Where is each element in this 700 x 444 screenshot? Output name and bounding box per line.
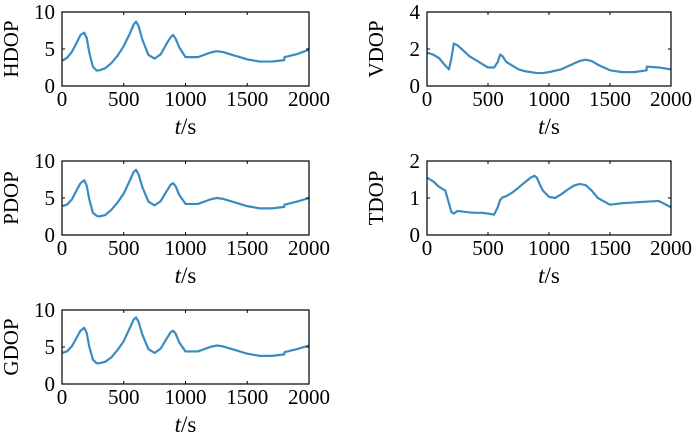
vdop-y-axis-title: VDOP bbox=[364, 20, 388, 77]
tdop-xtick-label: 2000 bbox=[650, 236, 692, 260]
tdop-ytick-label: 1 bbox=[410, 186, 421, 210]
pdop-xtick-label: 1000 bbox=[165, 236, 207, 260]
hdop-x-axis-unit: /s bbox=[181, 114, 196, 139]
tdop-x-axis-variable: t bbox=[538, 263, 545, 288]
hdop-xtick-label: 0 bbox=[57, 87, 68, 111]
gdop-ytick-label: 10 bbox=[34, 298, 55, 322]
pdop-y-axis-title: PDOP bbox=[0, 171, 23, 225]
gdop-axes-box bbox=[61, 309, 310, 385]
hdop-xtick-label: 1000 bbox=[165, 87, 207, 111]
vdop-xtick-label: 500 bbox=[472, 87, 504, 111]
pdop-x-axis-unit: /s bbox=[181, 263, 196, 288]
vdop-axes-box bbox=[426, 11, 672, 87]
gdop-xtick-label: 1000 bbox=[165, 385, 207, 409]
pdop-xtick-label: 2000 bbox=[288, 236, 330, 260]
gdop-x-axis-variable: t bbox=[175, 412, 182, 437]
vdop-ytick-label: 2 bbox=[410, 37, 421, 61]
tdop-x-axis-unit: /s bbox=[545, 263, 560, 288]
gdop-ytick-label: 0 bbox=[45, 372, 56, 396]
vdop-xtick-label: 0 bbox=[422, 87, 433, 111]
hdop-x-axis-variable: t bbox=[175, 114, 182, 139]
hdop-axes-box bbox=[61, 11, 310, 87]
vdop-chart: 0 500 1000 1500 2000 0 2 4 VDOP t/s bbox=[364, 0, 692, 139]
tdop-xtick-label: 1000 bbox=[528, 236, 570, 260]
vdop-series-line bbox=[427, 42, 671, 75]
tdop-x-axis-title: t/s bbox=[538, 263, 560, 288]
hdop-ytick-label: 10 bbox=[34, 0, 55, 24]
pdop-ytick-label: 10 bbox=[34, 149, 55, 173]
tdop-ytick-label: 0 bbox=[410, 223, 421, 247]
gdop-xtick-label: 2000 bbox=[288, 385, 330, 409]
vdop-x-axis-title: t/s bbox=[538, 114, 560, 139]
vdop-ytick-label: 0 bbox=[410, 74, 421, 98]
gdop-xtick-label: 0 bbox=[57, 385, 68, 409]
gdop-x-axis-unit: /s bbox=[181, 412, 196, 437]
hdop-series-line bbox=[62, 20, 309, 72]
hdop-xtick-label: 1500 bbox=[226, 87, 268, 111]
pdop-x-axis-title: t/s bbox=[175, 263, 197, 288]
pdop-axes-box bbox=[61, 160, 310, 236]
tdop-y-axis-title: TDOP bbox=[364, 171, 388, 226]
hdop-y-axis-title: HDOP bbox=[0, 20, 23, 77]
tdop-ytick-label: 2 bbox=[410, 149, 421, 173]
gdop-x-axis-title: t/s bbox=[175, 412, 197, 437]
vdop-xtick-label: 2000 bbox=[650, 87, 692, 111]
pdop-xtick-label: 0 bbox=[57, 236, 68, 260]
gdop-chart: 0 500 1000 1500 2000 0 5 10 GDOP t/s bbox=[0, 298, 330, 437]
pdop-ytick-label: 5 bbox=[45, 186, 56, 210]
tdop-xtick-label: 0 bbox=[422, 236, 433, 260]
pdop-xtick-label: 500 bbox=[108, 236, 140, 260]
pdop-series-line bbox=[62, 168, 309, 218]
tdop-xtick-label: 500 bbox=[472, 236, 504, 260]
gdop-series-line bbox=[62, 316, 309, 365]
hdop-chart: 0 500 1000 1500 2000 0 5 10 HDOP t/s bbox=[0, 0, 330, 139]
vdop-xtick-label: 1500 bbox=[589, 87, 631, 111]
pdop-x-axis-variable: t bbox=[175, 263, 182, 288]
gdop-y-axis-title: GDOP bbox=[0, 318, 23, 375]
pdop-chart: 0 500 1000 1500 2000 0 5 10 PDOP t/s bbox=[0, 149, 330, 288]
pdop-ytick-label: 0 bbox=[45, 223, 56, 247]
hdop-xtick-label: 2000 bbox=[288, 87, 330, 111]
hdop-ytick-label: 0 bbox=[45, 74, 56, 98]
tdop-chart: 0 500 1000 1500 2000 0 1 2 TDOP t/s bbox=[364, 149, 692, 288]
hdop-xtick-label: 500 bbox=[108, 87, 140, 111]
vdop-xtick-label: 1000 bbox=[528, 87, 570, 111]
pdop-xtick-label: 1500 bbox=[226, 236, 268, 260]
tdop-series-line bbox=[427, 174, 671, 216]
hdop-ytick-label: 5 bbox=[45, 37, 56, 61]
vdop-ytick-label: 4 bbox=[410, 0, 421, 24]
hdop-x-axis-title: t/s bbox=[175, 114, 197, 139]
vdop-x-axis-unit: /s bbox=[545, 114, 560, 139]
tdop-xtick-label: 1500 bbox=[589, 236, 631, 260]
vdop-x-axis-variable: t bbox=[538, 114, 545, 139]
gdop-xtick-label: 500 bbox=[108, 385, 140, 409]
gdop-ytick-label: 5 bbox=[45, 335, 56, 359]
gdop-xtick-label: 1500 bbox=[226, 385, 268, 409]
